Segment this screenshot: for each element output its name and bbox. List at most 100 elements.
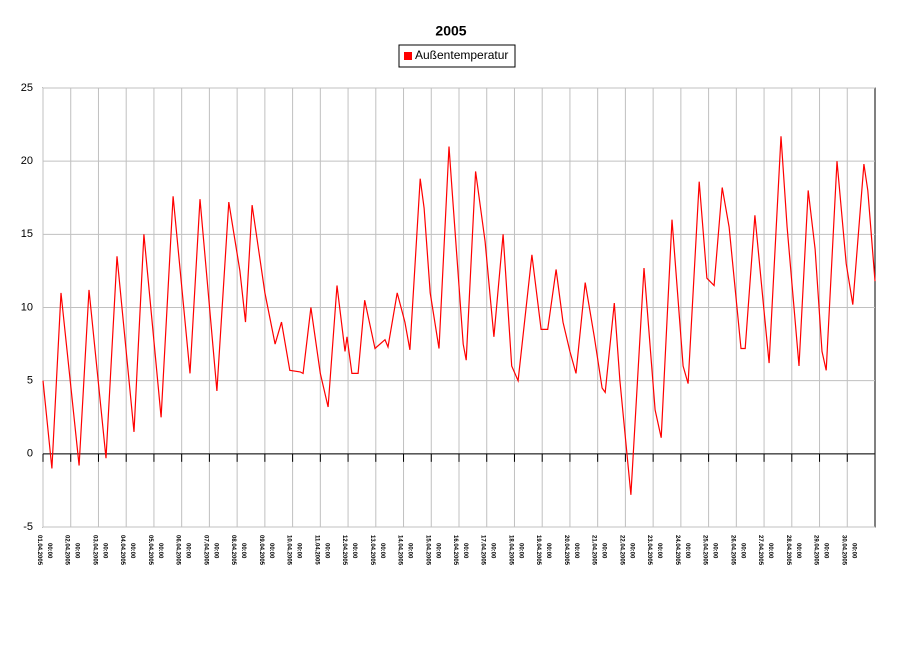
- legend-swatch: [404, 52, 412, 60]
- x-tick-label: 24.04.2005 00:00: [674, 535, 690, 566]
- legend-label: Außentemperatur: [415, 48, 508, 62]
- x-tick-label-line: 29.04.2005: [813, 535, 819, 566]
- x-tick-label-line: 02.04.2005: [64, 535, 70, 566]
- x-tick-label-line: 16.04.2005: [452, 535, 458, 566]
- x-tick-label-line: 06.04.2005: [175, 535, 181, 566]
- x-tick-label: 26.04.2005 00:00: [730, 535, 746, 566]
- x-tick-label: 08.04.2005 00:00: [231, 535, 247, 566]
- y-tick-label: 5: [27, 375, 33, 387]
- x-tick-label-line: 26.04.2005: [730, 535, 736, 566]
- x-tick-label-line: 00:00: [379, 543, 385, 559]
- x-tick-label: 28.04.2005 00:00: [785, 535, 801, 566]
- x-tick-label-line: 00:00: [268, 543, 274, 559]
- x-tick-label-line: 00:00: [629, 543, 635, 559]
- x-tick-label-line: 00:00: [740, 543, 746, 559]
- x-tick-label-line: 00:00: [351, 543, 357, 559]
- x-tick-label-line: 00:00: [795, 543, 801, 559]
- x-tick-label: 22.04.2005 00:00: [619, 535, 635, 566]
- x-tick-label-line: 00:00: [546, 543, 552, 559]
- x-tick-label-line: 00:00: [407, 543, 413, 559]
- x-tick-label-line: 27.04.2005: [757, 535, 763, 566]
- x-tick-label-line: 00:00: [462, 543, 468, 559]
- x-tick-label: 09.04.2005 00:00: [258, 535, 274, 566]
- x-tick-label-line: 04.04.2005: [120, 535, 126, 566]
- y-tick-label: 10: [21, 301, 33, 313]
- x-tick-label-line: 08.04.2005: [231, 535, 237, 566]
- x-tick-label: 20.04.2005 00:00: [563, 535, 579, 566]
- x-tick-label-line: 03.04.2005: [92, 535, 98, 566]
- x-tick-label-line: 00:00: [157, 543, 163, 559]
- x-tick-label: 18.04.2005 00:00: [508, 535, 524, 566]
- x-tick-label-line: 00:00: [241, 543, 247, 559]
- x-tick-label-line: 20.04.2005: [563, 535, 569, 566]
- x-tick-label-line: 00:00: [102, 543, 108, 559]
- x-tick-label: 13.04.2005 00:00: [369, 535, 385, 566]
- x-tick-label-line: 17.04.2005: [480, 535, 486, 566]
- x-tick-label: 04.04.2005 00:00: [120, 535, 136, 566]
- x-tick-label-line: 12.04.2005: [341, 535, 347, 566]
- x-tick-label-line: 09.04.2005: [258, 535, 264, 566]
- x-tick-label: 10.04.2005 00:00: [286, 535, 302, 566]
- x-tick-label: 02.04.2005 00:00: [64, 535, 80, 566]
- x-tick-label: 12.04.2005 00:00: [341, 535, 357, 566]
- x-tick-label-line: 00:00: [767, 543, 773, 559]
- x-tick-label-line: 30.04.2005: [841, 535, 847, 566]
- x-tick-label: 01.04.2005 00:00: [36, 535, 52, 566]
- x-tick-label-line: 24.04.2005: [674, 535, 680, 566]
- legend-box: [398, 44, 516, 68]
- x-tick-label-line: 00:00: [601, 543, 607, 559]
- x-tick-label: 14.04.2005 00:00: [397, 535, 413, 566]
- x-tick-label: 19.04.2005 00:00: [536, 535, 552, 566]
- x-tick-label-line: 10.04.2005: [286, 535, 292, 566]
- legend: Außentemperatur: [398, 44, 516, 68]
- x-tick-label-line: 11.04.2005: [314, 535, 320, 565]
- x-tick-label: 23.04.2005 00:00: [647, 535, 663, 566]
- y-tick-label: 25: [21, 82, 33, 94]
- x-tick-label-line: 00:00: [518, 543, 524, 559]
- x-tick-label-line: 00:00: [573, 543, 579, 559]
- x-tick-label-line: 05.04.2005: [147, 535, 153, 566]
- x-tick-label: 15.04.2005 00:00: [425, 535, 441, 566]
- x-tick-label: 25.04.2005 00:00: [702, 535, 718, 566]
- x-tick-label: 16.04.2005 00:00: [452, 535, 468, 566]
- x-tick-label-line: 19.04.2005: [536, 535, 542, 566]
- x-tick-label-line: 00:00: [823, 543, 829, 559]
- x-tick-label: 29.04.2005 00:00: [813, 535, 829, 566]
- x-tick-label-line: 00:00: [712, 543, 718, 559]
- x-tick-label: 17.04.2005 00:00: [480, 535, 496, 566]
- x-tick-label-line: 15.04.2005: [425, 535, 431, 566]
- y-tick-label: -5: [23, 521, 33, 533]
- chart-title: 2005: [435, 23, 466, 39]
- x-tick-label-line: 13.04.2005: [369, 535, 375, 566]
- x-tick-label: 06.04.2005 00:00: [175, 535, 191, 566]
- x-tick-label-line: 25.04.2005: [702, 535, 708, 566]
- x-tick-label: 27.04.2005 00:00: [757, 535, 773, 566]
- x-tick-label: 03.04.2005 00:00: [92, 535, 108, 566]
- x-tick-label-line: 00:00: [851, 543, 857, 559]
- x-tick-label-line: 21.04.2005: [591, 535, 597, 566]
- data-line: [42, 136, 876, 495]
- x-tick-label-line: 00:00: [435, 543, 441, 559]
- x-tick-label-line: 01.04.2005: [36, 535, 42, 566]
- x-tick-label-line: 00:00: [74, 543, 80, 559]
- x-tick-label-line: 22.04.2005: [619, 535, 625, 566]
- x-tick-label-line: 28.04.2005: [785, 535, 791, 566]
- x-tick-label-line: 00:00: [296, 543, 302, 559]
- x-tick-label-line: 23.04.2005: [647, 535, 653, 566]
- x-tick-label-line: 00:00: [46, 543, 52, 559]
- x-tick-label: 07.04.2005 00:00: [203, 535, 219, 566]
- x-tick-label-line: 00:00: [490, 543, 496, 559]
- y-tick-label: 20: [21, 155, 33, 167]
- x-tick-label-line: 00:00: [657, 543, 663, 559]
- x-tick-label-line: 00:00: [324, 543, 330, 559]
- x-tick-label-line: 00:00: [213, 543, 219, 559]
- x-tick-label-line: 00:00: [684, 543, 690, 559]
- x-tick-label-line: 07.04.2005: [203, 535, 209, 566]
- x-tick-label-line: 14.04.2005: [397, 535, 403, 566]
- x-tick-label-line: 00:00: [185, 543, 191, 559]
- x-tick-label: 21.04.2005 00:00: [591, 535, 607, 566]
- x-tick-label: 05.04.2005 00:00: [147, 535, 163, 566]
- x-tick-label: 11.04.2005 00:00: [314, 535, 330, 565]
- y-tick-label: 0: [27, 448, 33, 460]
